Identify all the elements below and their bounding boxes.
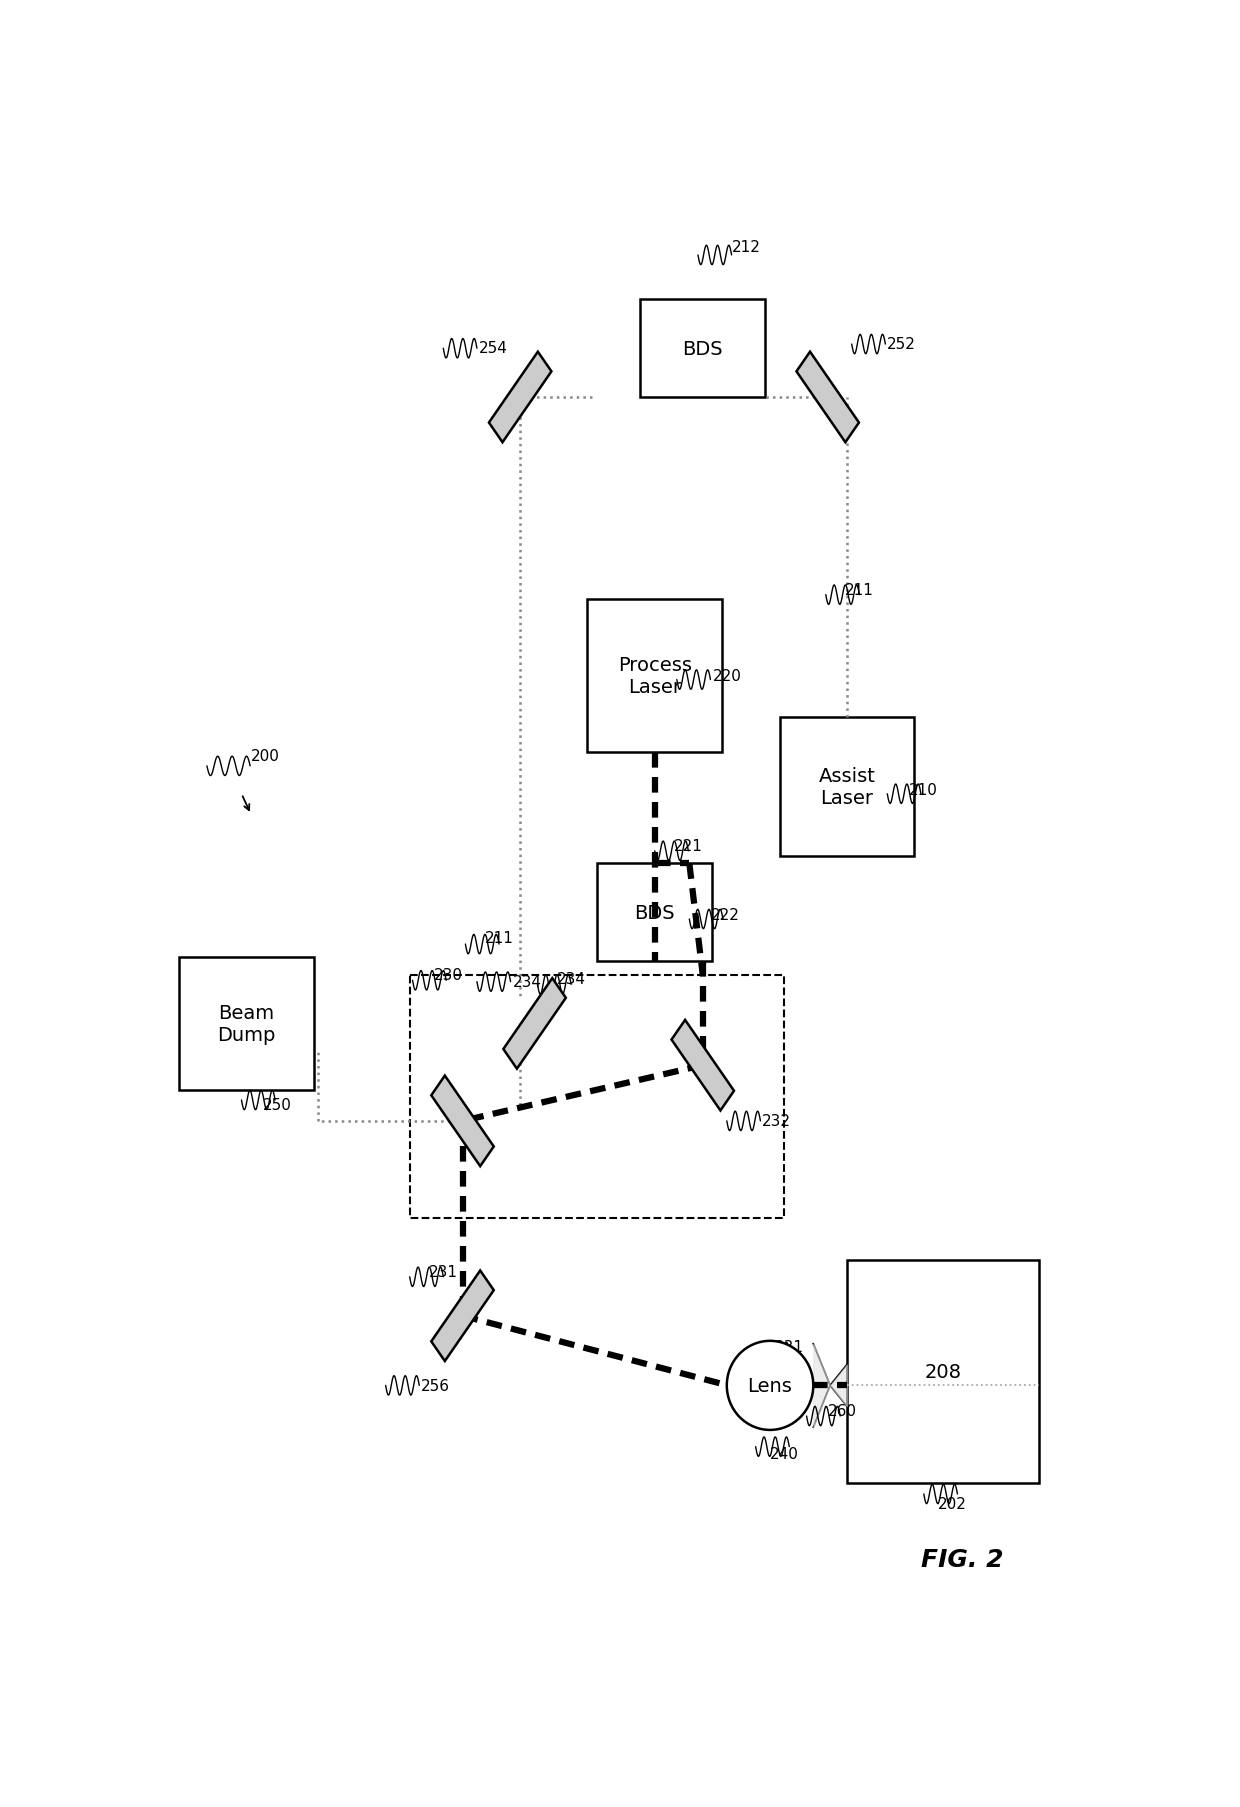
Polygon shape (432, 1075, 494, 1167)
Text: 210: 210 (909, 782, 937, 797)
FancyBboxPatch shape (596, 864, 713, 961)
FancyBboxPatch shape (179, 958, 314, 1090)
Polygon shape (796, 352, 859, 443)
Polygon shape (503, 979, 565, 1070)
FancyBboxPatch shape (640, 300, 765, 398)
Text: 208: 208 (925, 1362, 961, 1381)
Text: 211: 211 (485, 931, 513, 945)
Polygon shape (432, 1270, 494, 1361)
Text: 252: 252 (888, 338, 916, 352)
Ellipse shape (727, 1341, 813, 1429)
Text: 220: 220 (712, 669, 742, 683)
Text: 202: 202 (939, 1496, 967, 1511)
Text: 260: 260 (828, 1404, 857, 1418)
FancyBboxPatch shape (588, 600, 722, 752)
Text: 200: 200 (250, 748, 280, 764)
Text: 221: 221 (675, 838, 703, 853)
Text: 212: 212 (732, 240, 760, 255)
Text: BDS: BDS (635, 904, 675, 922)
Text: 211: 211 (844, 582, 874, 598)
Text: 232: 232 (763, 1113, 791, 1128)
Text: 234: 234 (557, 972, 585, 987)
Text: Beam
Dump: Beam Dump (217, 1003, 275, 1044)
Text: 234: 234 (512, 974, 542, 988)
Text: Assist
Laser: Assist Laser (818, 766, 875, 808)
Text: 256: 256 (422, 1377, 450, 1393)
Text: 231: 231 (775, 1339, 804, 1353)
Text: Process
Laser: Process Laser (618, 656, 692, 696)
Text: 240: 240 (770, 1446, 799, 1462)
Text: 222: 222 (711, 907, 739, 923)
FancyBboxPatch shape (780, 717, 914, 857)
Text: 254: 254 (479, 342, 507, 356)
FancyBboxPatch shape (847, 1261, 1039, 1484)
Text: 230: 230 (434, 969, 463, 983)
Text: BDS: BDS (682, 340, 723, 358)
Text: 231: 231 (429, 1265, 458, 1279)
Text: Lens: Lens (748, 1377, 792, 1395)
Text: 250: 250 (263, 1097, 291, 1111)
Text: FIG. 2: FIG. 2 (921, 1547, 1003, 1572)
Polygon shape (489, 352, 552, 443)
Polygon shape (672, 1021, 734, 1111)
